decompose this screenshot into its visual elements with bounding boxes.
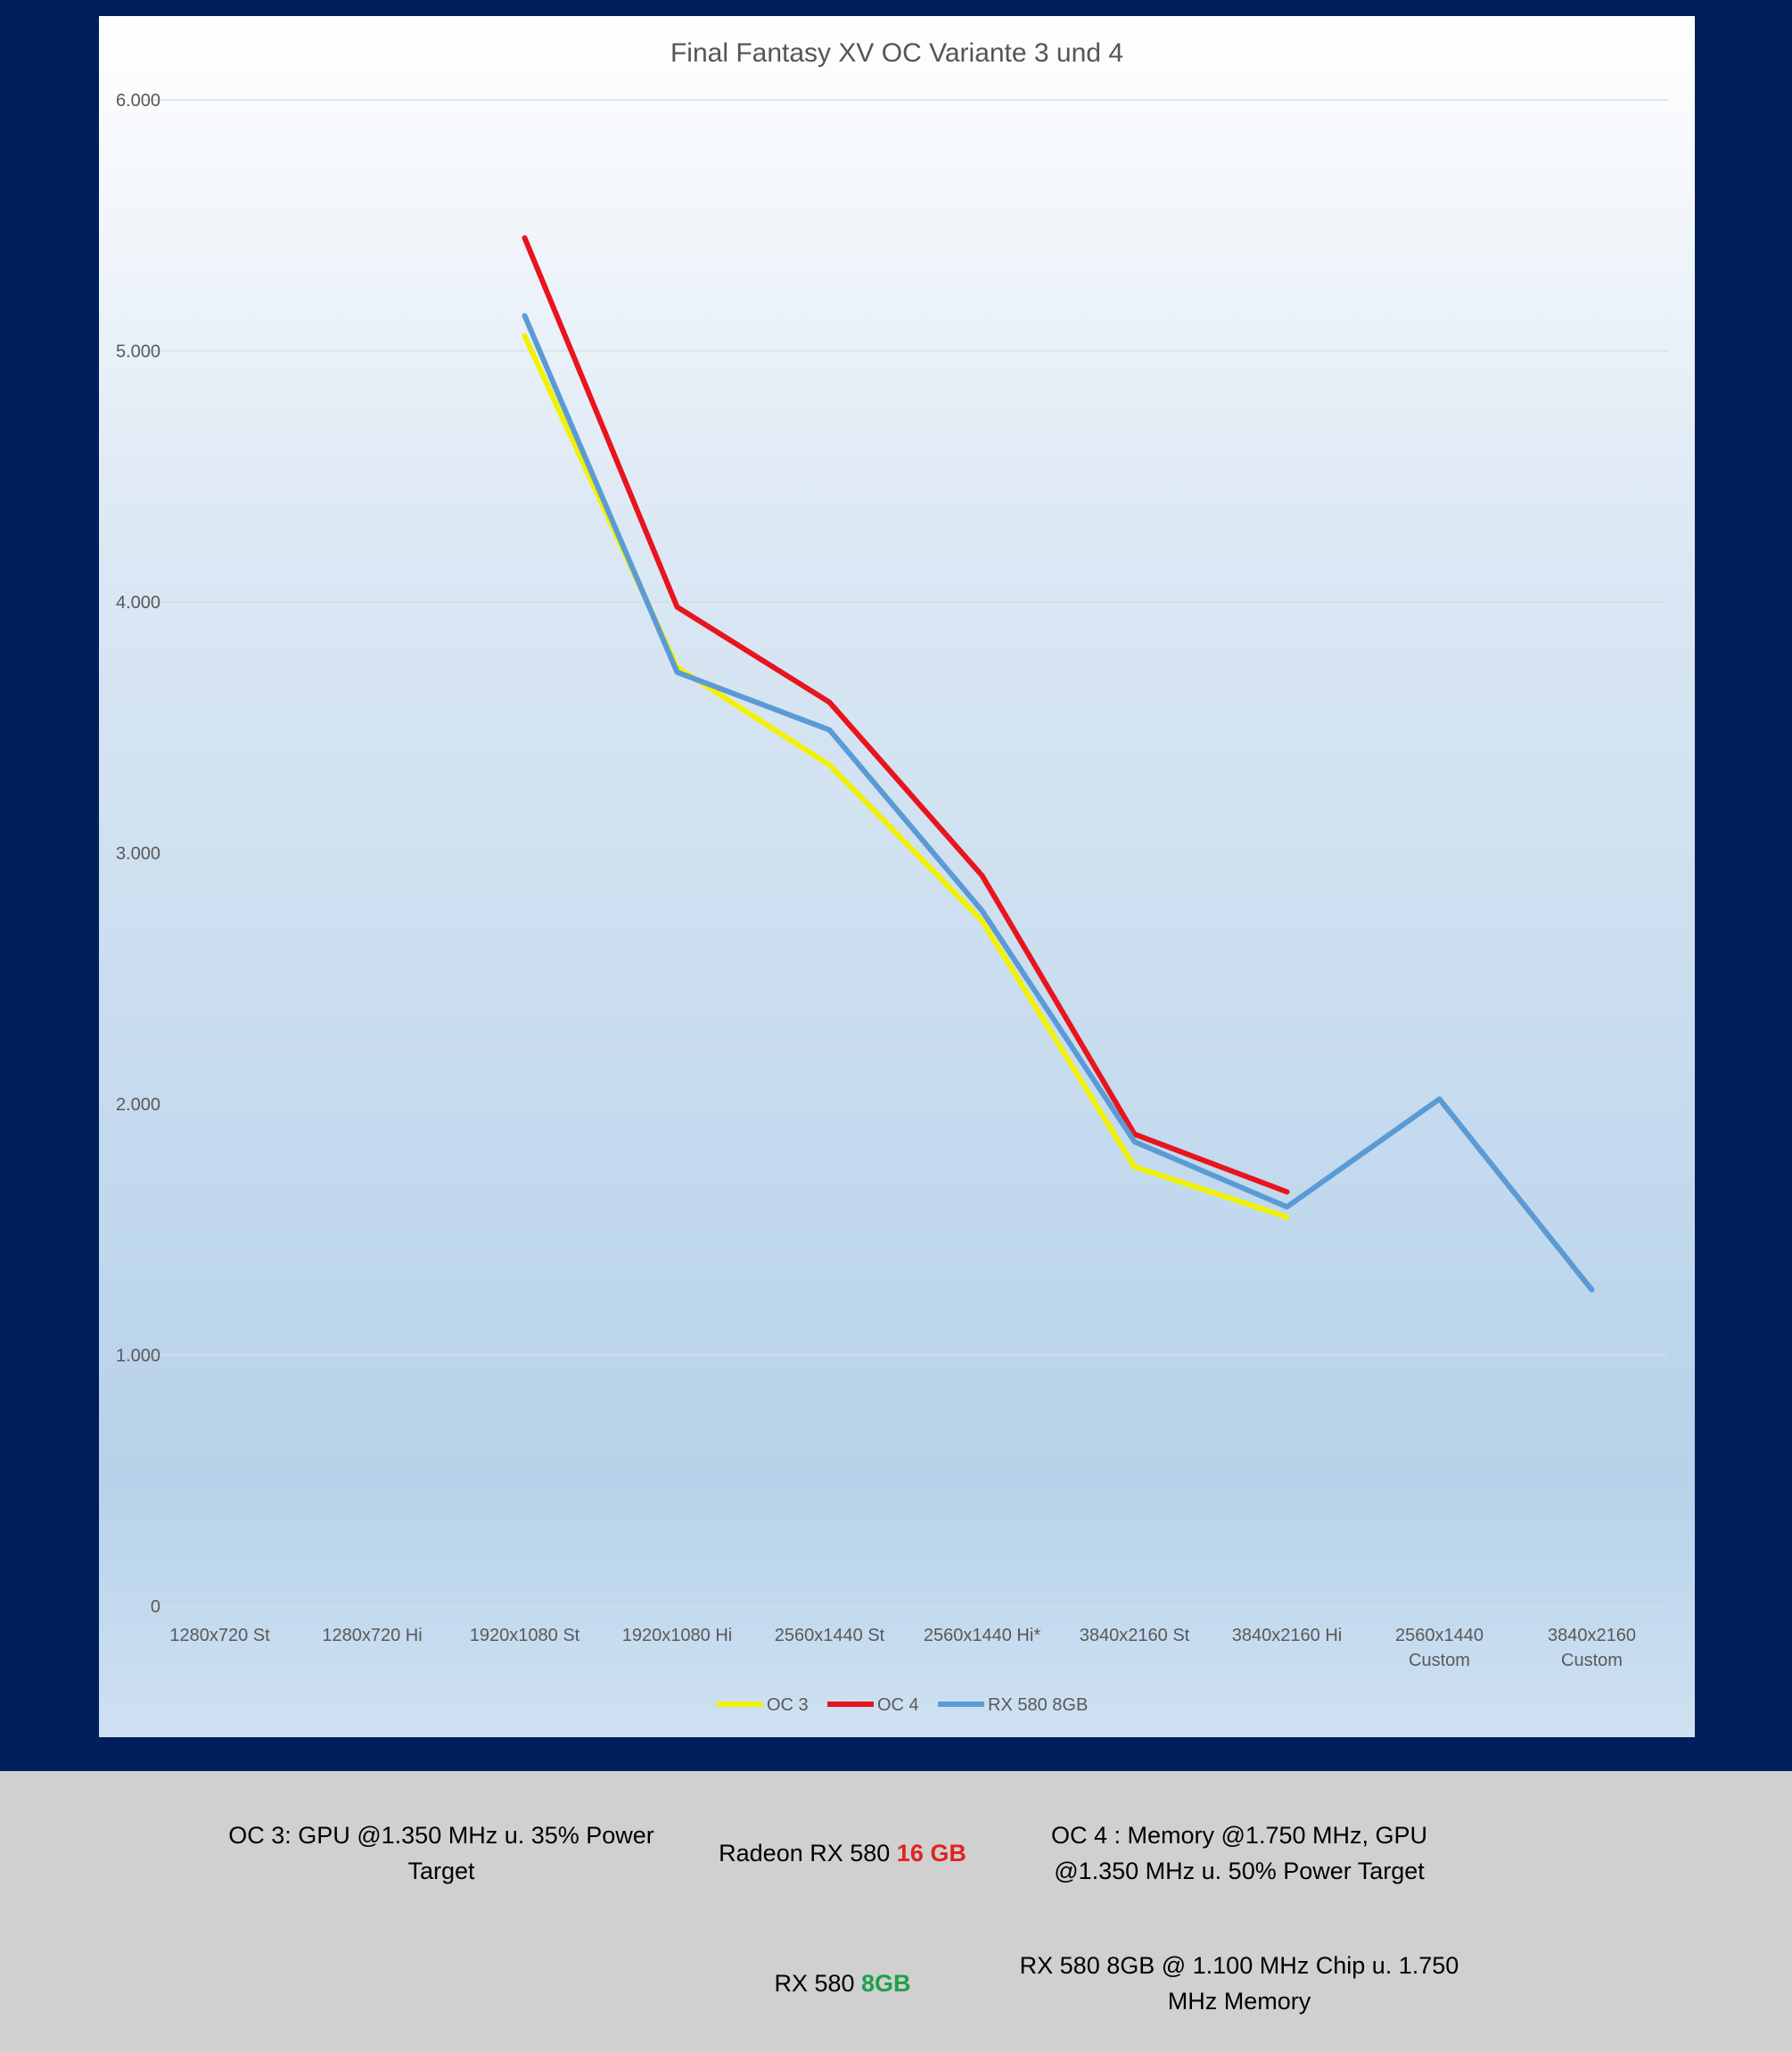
x-tick-label-line: 2560x1440 St bbox=[775, 1626, 885, 1645]
x-tick-label: 2560x1440 St bbox=[775, 1626, 885, 1645]
x-tick-label: 1920x1080 Hi bbox=[622, 1626, 732, 1645]
y-tick-label: 3.000 bbox=[116, 845, 160, 864]
chart-title: Final Fantasy XV OC Variante 3 und 4 bbox=[670, 38, 1123, 68]
y-tick-label: 1.000 bbox=[116, 1347, 160, 1366]
radeon-16gb-highlight: 16 GB bbox=[896, 1840, 966, 1867]
x-tick-label: 1280x720 Hi bbox=[322, 1626, 422, 1645]
radeon-16gb-label: Radeon RX 580 16 GB bbox=[695, 1835, 990, 1871]
series-line bbox=[522, 333, 1290, 1220]
rx580-8gb-label: RX 580 8GB bbox=[713, 1965, 972, 2001]
legend-label: OC 3 bbox=[767, 1695, 809, 1715]
legend-label: RX 580 8GB bbox=[988, 1695, 1088, 1715]
x-tick-label: 1280x720 St bbox=[169, 1626, 270, 1645]
y-tick-label: 6.000 bbox=[116, 91, 160, 111]
y-tick-label: 2.000 bbox=[116, 1095, 160, 1115]
y-tick-label: 0 bbox=[151, 1597, 160, 1617]
x-tick-label: 1920x1080 St bbox=[470, 1626, 580, 1645]
oc3-description: OC 3: GPU @1.350 MHz u. 35% Power Target bbox=[228, 1822, 654, 1884]
footer-notes: OC 3: GPU @1.350 MHz u. 35% Power Target… bbox=[0, 1771, 1792, 2052]
x-tick-label: 3840x2160 St bbox=[1080, 1626, 1190, 1645]
x-tick-label-line: 2560x1440 Hi* bbox=[924, 1626, 1040, 1645]
x-tick-label-line: 3840x2160 bbox=[1548, 1626, 1636, 1645]
line-chart: Final Fantasy XV OC Variante 3 und 4 0 1.… bbox=[116, 38, 1668, 1715]
rx580-8gb-prefix: RX 580 bbox=[774, 1970, 862, 1997]
x-tick-label-line: Custom bbox=[1561, 1651, 1623, 1670]
x-tick-label-line: 2560x1440 bbox=[1395, 1626, 1484, 1645]
series-line bbox=[522, 235, 1290, 1195]
x-tick-label-line: 1920x1080 Hi bbox=[622, 1626, 732, 1645]
oc4-description: OC 4 : Memory @1.750 MHz, GPU @1.350 MHz… bbox=[1050, 1822, 1427, 1884]
radeon-16gb-prefix: Radeon RX 580 bbox=[719, 1840, 897, 1867]
rx580-8gb-description: RX 580 8GB @ 1.100 MHz Chip u. 1.750 MHz… bbox=[1019, 1952, 1459, 2015]
x-tick-label-line: 1280x720 St bbox=[169, 1626, 270, 1645]
chart-panel: Final Fantasy XV OC Variante 3 und 4 0 1.… bbox=[99, 16, 1695, 1737]
x-tick-label-line: Custom bbox=[1409, 1651, 1470, 1670]
y-tick-label: 4.000 bbox=[116, 593, 160, 613]
x-tick-label-line: 3840x2160 St bbox=[1080, 1626, 1190, 1645]
x-tick-label: 3840x2160 Custom bbox=[1548, 1626, 1636, 1670]
x-tick-label-line: 1280x720 Hi bbox=[322, 1626, 422, 1645]
x-tick-label: 2560x1440 Hi* bbox=[924, 1626, 1040, 1645]
y-tick-label: 5.000 bbox=[116, 342, 160, 362]
x-tick-label-line: 1920x1080 St bbox=[470, 1626, 580, 1645]
x-tick-label: 3840x2160 Hi bbox=[1232, 1626, 1342, 1645]
x-tick-label-line: 3840x2160 Hi bbox=[1232, 1626, 1342, 1645]
rx580-8gb-highlight: 8GB bbox=[861, 1970, 911, 1997]
legend-label: OC 4 bbox=[877, 1695, 919, 1715]
series-line bbox=[522, 313, 1595, 1293]
x-tick-label: 2560x1440 Custom bbox=[1395, 1626, 1484, 1670]
